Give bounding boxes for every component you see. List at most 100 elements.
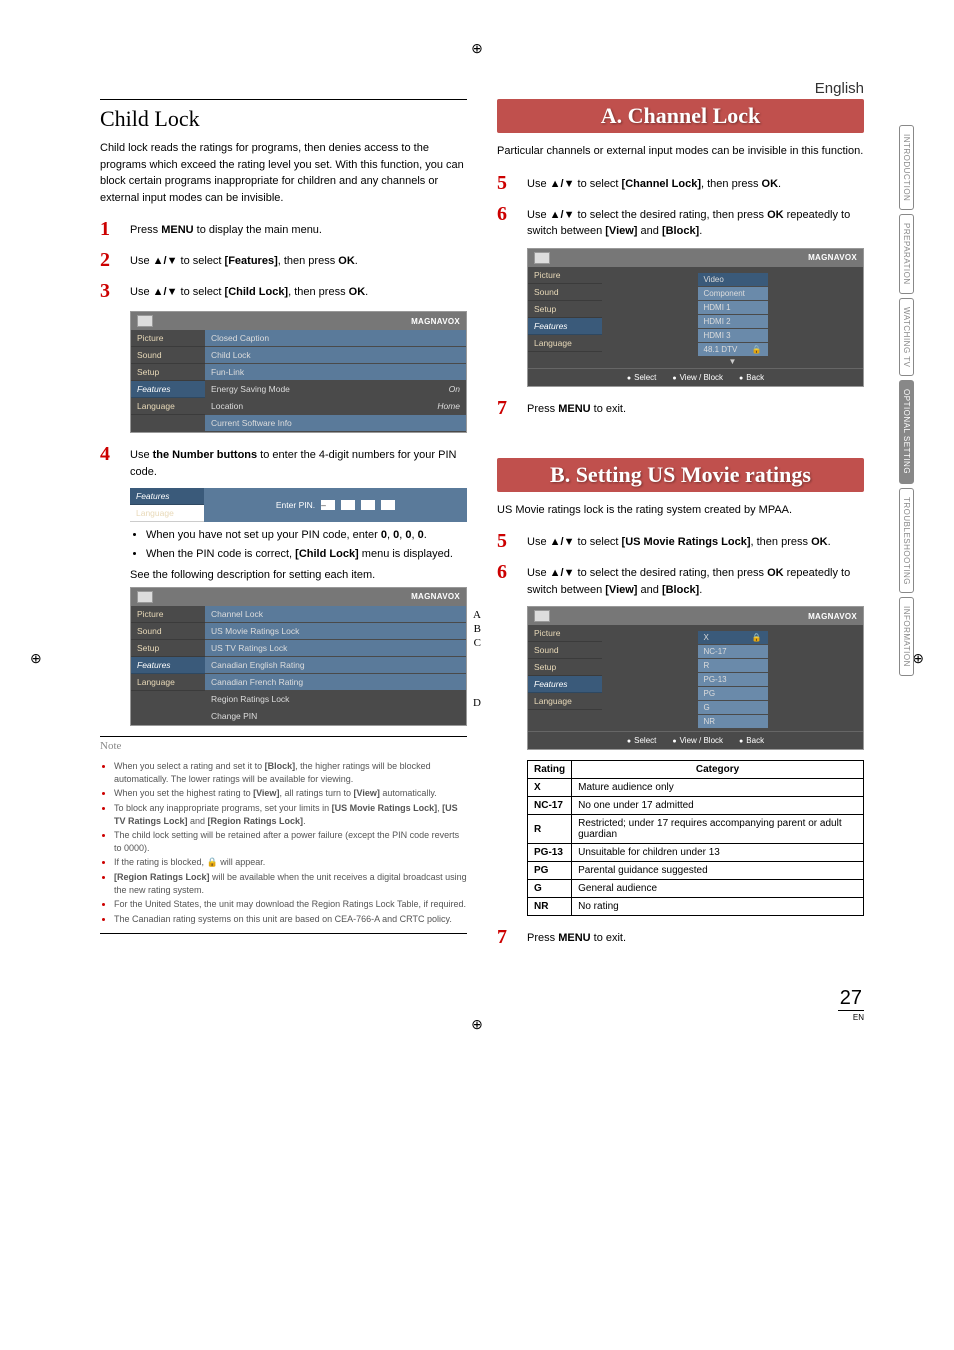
- step-number: 6: [497, 561, 517, 584]
- callout-d: D: [473, 697, 481, 709]
- rating-row: X🔒: [698, 631, 768, 644]
- note-item: [Region Ratings Lock] will be available …: [114, 871, 467, 896]
- section-a-title: A. Channel Lock: [497, 99, 864, 133]
- footer-back: Back: [739, 736, 764, 745]
- note-item: For the United States, the unit may down…: [114, 898, 467, 911]
- step-body: Use ▲/▼ to select [Child Lock], then pre…: [130, 280, 467, 301]
- menu-opt: Canadian French Rating: [211, 677, 303, 687]
- note-item: The child lock setting will be retained …: [114, 829, 467, 854]
- registration-mark: ⊕: [471, 1016, 483, 1033]
- menu-opt: Child Lock: [211, 350, 251, 360]
- pin-slot: [361, 500, 375, 510]
- callout-c: C: [474, 637, 481, 649]
- step-number: 7: [497, 926, 517, 949]
- pin-entry-box: Features Language Enter PIN. –: [130, 488, 467, 522]
- step-number: 5: [497, 530, 517, 553]
- footer-back: Back: [739, 373, 764, 382]
- brand-logo: MAGNAVOX: [808, 612, 857, 621]
- menu-item: Language: [528, 335, 602, 352]
- menu-channel-lock: MAGNAVOX Picture Sound Setup Features La…: [527, 248, 864, 387]
- menu-opt: Energy Saving Mode: [211, 384, 290, 394]
- input-row: HDMI 1: [698, 301, 768, 314]
- note-item: When you select a rating and set it to […: [114, 760, 467, 785]
- registration-mark: ⊕: [30, 650, 42, 667]
- brand-logo: MAGNAVOX: [808, 253, 857, 262]
- menu-opt: US TV Ratings Lock: [211, 643, 287, 653]
- brand-logo: MAGNAVOX: [411, 592, 460, 601]
- pin-notes: When you have not set up your PIN code, …: [130, 528, 467, 563]
- side-tab-troubleshooting: TROUBLESHOOTING: [899, 488, 914, 594]
- input-row: Component: [698, 287, 768, 300]
- menu-item: Sound: [131, 347, 205, 364]
- note-title: Note: [100, 737, 467, 756]
- section-b-intro: US Movie ratings lock is the rating syst…: [497, 502, 864, 519]
- step-body: Use ▲/▼ to select [Features], then press…: [130, 249, 467, 270]
- menu-opt: Fun-Link: [211, 367, 244, 377]
- menu-us-movie-ratings: MAGNAVOX Picture Sound Setup Features La…: [527, 606, 864, 750]
- step-number: 2: [100, 249, 120, 272]
- menu-item: Features: [130, 488, 204, 505]
- menu-item: Picture: [131, 330, 205, 347]
- menu-opt: Location: [211, 401, 243, 411]
- menu-opt: Channel Lock: [211, 609, 263, 619]
- input-row: HDMI 3: [698, 329, 768, 342]
- language-header: English: [100, 80, 894, 97]
- section-a-intro: Particular channels or external input mo…: [497, 143, 864, 160]
- th-category: Category: [572, 761, 864, 779]
- step-body: Use ▲/▼ to select the desired rating, th…: [527, 203, 864, 240]
- brand-logo: MAGNAVOX: [411, 317, 460, 326]
- step-body: Use ▲/▼ to select the desired rating, th…: [527, 561, 864, 598]
- table-row: GGeneral audience: [528, 880, 864, 898]
- table-row: RRestricted; under 17 requires accompany…: [528, 815, 864, 844]
- menu-left: Picture Sound Setup Features Language: [131, 330, 205, 432]
- ratings-table: Rating Category XMature audience onlyNC-…: [527, 760, 864, 916]
- menu-opt: Region Ratings Lock: [211, 694, 289, 704]
- input-row: HDMI 2: [698, 315, 768, 328]
- side-tab-introduction: INTRODUCTION: [899, 125, 914, 210]
- menu-item: Picture: [131, 606, 205, 623]
- menu-item: Language: [131, 674, 205, 691]
- side-tabs: INTRODUCTION PREPARATION WATCHING TV OPT…: [899, 125, 914, 676]
- th-rating: Rating: [528, 761, 572, 779]
- bullet: When you have not set up your PIN code, …: [146, 528, 467, 543]
- rating-row: PG-13: [698, 673, 768, 686]
- side-tab-watching-tv: WATCHING TV: [899, 298, 914, 376]
- menu-item: Setup: [131, 640, 205, 657]
- step-body: Use the Number buttons to enter the 4-di…: [130, 443, 467, 480]
- tv-icon: [137, 591, 153, 603]
- section-b-title: B. Setting US Movie ratings: [497, 458, 864, 492]
- table-row: NC-17No one under 17 admitted: [528, 797, 864, 815]
- step-number: 6: [497, 203, 517, 226]
- footer-select: Select: [627, 373, 656, 382]
- step-body: Press MENU to display the main menu.: [130, 218, 467, 239]
- note-item: When you set the highest rating to [View…: [114, 787, 467, 800]
- menu-item: Setup: [528, 301, 602, 318]
- pin-prompt: Enter PIN.: [276, 500, 315, 510]
- table-row: XMature audience only: [528, 779, 864, 797]
- menu-opt: Canadian English Rating: [211, 660, 305, 670]
- menu-item: Picture: [528, 625, 602, 642]
- bullet: When the PIN code is correct, [Child Loc…: [146, 547, 467, 562]
- step-number: 5: [497, 172, 517, 195]
- pin-slot: [381, 500, 395, 510]
- step-number: 1: [100, 218, 120, 241]
- table-row: PG-13Unsuitable for children under 13: [528, 844, 864, 862]
- section-title: Child Lock: [100, 99, 467, 132]
- menu-features: MAGNAVOX Picture Sound Setup Features La…: [130, 311, 467, 433]
- menu-child-lock: MAGNAVOX Picture Sound Setup Features La…: [130, 587, 467, 726]
- step-body: Use ▲/▼ to select [US Movie Ratings Lock…: [527, 530, 864, 551]
- note-item: To block any inappropriate programs, set…: [114, 802, 467, 827]
- rating-row: PG: [698, 687, 768, 700]
- footer-select: Select: [627, 736, 656, 745]
- pin-slot: [341, 500, 355, 510]
- step-body: Use ▲/▼ to select [Channel Lock], then p…: [527, 172, 864, 193]
- menu-item-active: Features: [528, 676, 602, 693]
- menu-opt: Change PIN: [211, 711, 257, 721]
- side-tab-preparation: PREPARATION: [899, 214, 914, 294]
- menu-opt: Current Software Info: [211, 418, 292, 428]
- menu-item: Sound: [528, 642, 602, 659]
- page-number: 27 EN: [100, 987, 894, 1023]
- tv-icon: [534, 252, 550, 264]
- menu-item: Sound: [528, 284, 602, 301]
- menu-item-active: Features: [131, 657, 205, 674]
